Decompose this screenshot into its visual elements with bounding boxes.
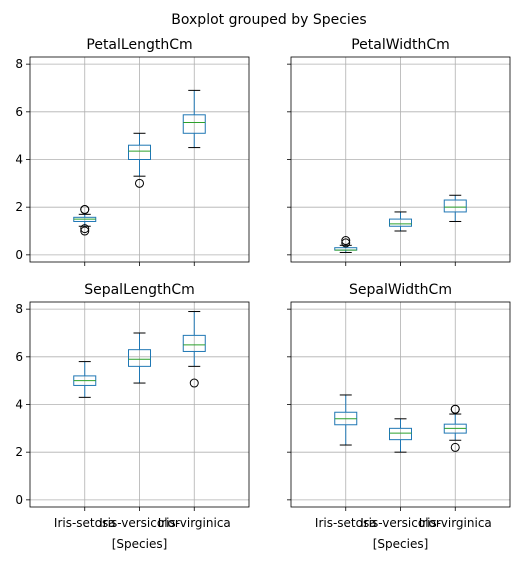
box-Iris-setosa (73, 205, 97, 236)
axes-frame (290, 301, 511, 508)
box-Iris-virginica (443, 194, 467, 222)
box-Iris-setosa (334, 236, 358, 253)
box-Iris-virginica (182, 89, 206, 149)
axes-frame (29, 56, 250, 263)
box-Iris-versicolor (128, 132, 151, 188)
x-axis-label: [Species] (373, 537, 429, 551)
box-Iris-versicolor (128, 332, 151, 384)
flier-point (450, 442, 460, 452)
box-Iris-virginica (182, 311, 206, 388)
panels-group: 0 2 4 6 8 PetalLengthCm PetalWidthCm 0 2 4 6 8 Iris-… (15, 37, 511, 551)
flier-point (189, 378, 199, 388)
panel-SepalWidthCm: Iris-setosaIris-versicolorIris-virginica… (287, 282, 511, 551)
x-tick-label: Iris-versicolor (360, 516, 441, 530)
panel-PetalLengthCm: 0 2 4 6 8 PetalLengthCm (15, 37, 250, 266)
iqr-box (443, 199, 467, 213)
y-tick-label: 4 (15, 398, 23, 412)
iqr-box (128, 349, 151, 367)
iqr-box (389, 218, 412, 227)
box-Iris-versicolor (389, 211, 412, 232)
flier-point (80, 205, 90, 215)
y-tick-label: 0 (15, 493, 23, 507)
box-Iris-setosa (334, 394, 358, 446)
panel-title: SepalWidthCm (349, 282, 452, 298)
flier-point (135, 178, 144, 188)
flier-point (80, 226, 90, 236)
axes-frame (29, 301, 250, 508)
flier-point (450, 404, 460, 414)
iqr-box (128, 144, 151, 161)
y-tick-label: 6 (15, 105, 23, 119)
x-axis-label: [Species] (112, 537, 168, 551)
panel-title: PetalLengthCm (86, 37, 192, 53)
box-Iris-virginica (443, 404, 467, 452)
x-tick-label: Iris-versicolor (99, 516, 180, 530)
y-tick-label: 4 (15, 153, 23, 167)
panel-title: SepalLengthCm (84, 282, 195, 298)
y-tick-label: 2 (15, 445, 23, 459)
x-tick-label: Iris-virginica (419, 516, 492, 530)
y-tick-label: 8 (15, 57, 23, 71)
y-tick-label: 0 (15, 248, 23, 262)
x-tick-label: Iris-setosa (54, 516, 116, 530)
flier-point (341, 236, 351, 246)
flier-point (341, 238, 351, 248)
y-tick-label: 8 (15, 302, 23, 316)
iqr-box (182, 334, 206, 352)
flier-point (80, 224, 90, 234)
iqr-box (182, 114, 206, 134)
figure-suptitle: Boxplot grouped by Species (171, 12, 366, 28)
y-tick-label: 6 (15, 350, 23, 364)
box-Iris-versicolor (389, 418, 412, 453)
x-tick-label: Iris-virginica (158, 516, 231, 530)
y-tick-label: 2 (15, 200, 23, 214)
panel-title: PetalWidthCm (351, 37, 450, 53)
axes-frame (290, 56, 511, 263)
iqr-box (389, 427, 412, 441)
panel-PetalWidthCm: PetalWidthCm (287, 37, 511, 266)
panel-SepalLengthCm: 0 2 4 6 8 Iris-setosaIris-versicolorIris-virg… (15, 282, 250, 551)
x-tick-label: Iris-setosa (315, 516, 377, 530)
box-Iris-setosa (73, 361, 97, 398)
